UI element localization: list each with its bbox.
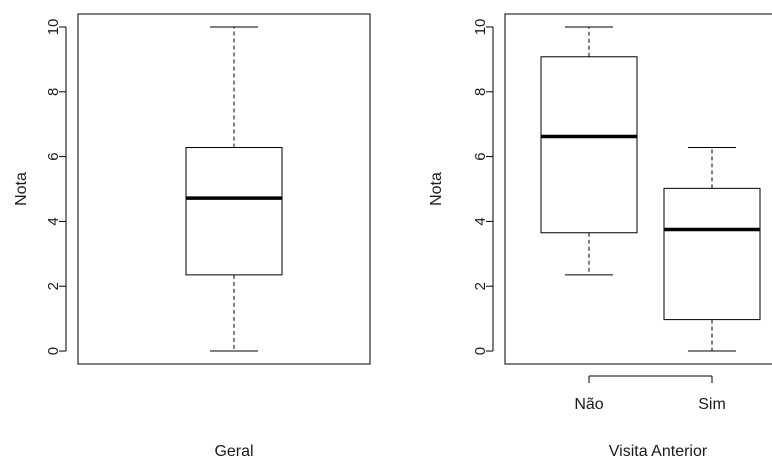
y-tick-label: 8 — [472, 88, 489, 96]
y-tick-label: 2 — [45, 282, 62, 290]
y-axis-label: Nota — [13, 172, 30, 206]
y-tick-label: 4 — [472, 217, 489, 225]
boxplot-panel-visita-anterior: 0 2 4 6 8 10 Nota Visita Anterior Não Sim — [428, 13, 772, 460]
x-tick-label: Não — [574, 396, 603, 413]
iqr-box — [663, 187, 761, 321]
x-tick-label: Sim — [698, 396, 726, 413]
iqr-box — [540, 56, 638, 234]
iqr-box — [185, 147, 283, 276]
plot-frame — [504, 13, 772, 365]
y-tick-label: 8 — [45, 88, 62, 96]
y-tick-label: 0 — [45, 347, 62, 355]
boxplot-panel-geral: 0 2 4 6 8 10 Nota Geral — [13, 13, 371, 460]
plot-frame — [77, 13, 371, 365]
y-tick-label: 4 — [45, 217, 62, 225]
y-tick-label: 0 — [472, 347, 489, 355]
x-axis-label: Visita Anterior — [609, 443, 708, 460]
y-tick-label: 2 — [472, 282, 489, 290]
y-tick-label: 10 — [45, 19, 62, 36]
y-axis-label: Nota — [428, 172, 445, 206]
y-tick-label: 10 — [472, 19, 489, 36]
y-tick-label: 6 — [45, 152, 62, 160]
x-axis-label: Geral — [214, 443, 253, 460]
y-tick-label: 6 — [472, 152, 489, 160]
